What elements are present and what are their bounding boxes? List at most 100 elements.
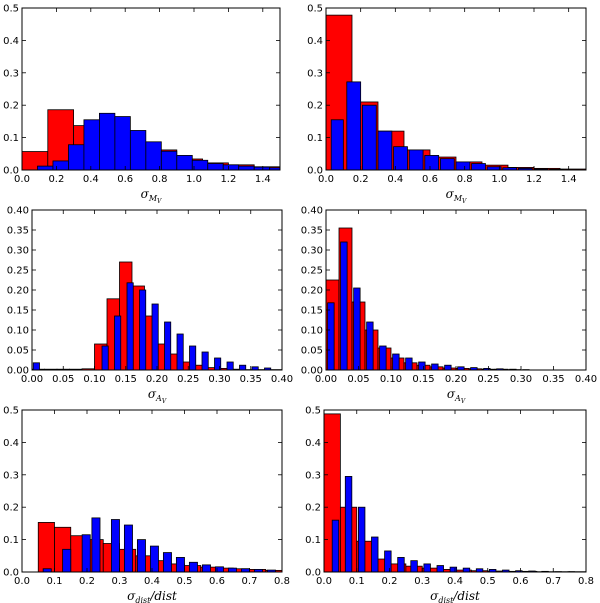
x-axis-label-base: σ	[141, 187, 150, 201]
bar-blue-5	[114, 116, 131, 171]
x-tick-label: 0.5	[177, 576, 193, 587]
bar-blue-2	[357, 506, 366, 573]
bar-blue-10	[462, 567, 471, 573]
bar-blue-3	[91, 517, 101, 573]
x-tick-label: 0.1	[349, 576, 365, 587]
y-tick-label: 0.10	[7, 326, 29, 337]
y-tick-label: 0.10	[301, 326, 323, 337]
bar-blue-5	[408, 149, 424, 171]
bar-blue-1	[340, 241, 348, 371]
y-tick-label: 0.3	[305, 470, 321, 481]
bar-blue-2	[361, 104, 377, 171]
y-tick-label: 0.0	[3, 568, 19, 579]
y-tick-label: 0.15	[301, 306, 323, 317]
x-tick-label: 0.0	[316, 576, 332, 587]
bar-blue-5	[123, 524, 133, 573]
x-axis-label-sub: M	[453, 194, 463, 203]
y-tick-label: 0.3	[3, 68, 19, 79]
x-tick-label: 0.0	[14, 174, 30, 185]
y-tick-label: 0.0	[307, 166, 323, 177]
bar-blue-2	[353, 287, 361, 371]
y-tick-label: 0.0	[305, 568, 321, 579]
x-tick-label: 0.10	[380, 374, 402, 385]
x-tick-label: 0.8	[578, 576, 594, 587]
y-tick-label: 0.4	[307, 36, 323, 47]
bar-blue-7	[149, 545, 159, 573]
x-axis-label: σMV	[446, 187, 467, 205]
x-tick-label: 0.4	[83, 174, 99, 185]
bar-blue-11	[226, 361, 234, 371]
panel-bottom-left: 0.0 0.1 0.2 0.3 0.4 0.5 0.6 0.7 0.8 0.0 0.1 0.2 0.3 0…	[3, 406, 290, 603]
x-axis-label-sub: A	[454, 394, 461, 403]
y-tick-label: 0.35	[301, 226, 323, 237]
x-tick-label: 0.3	[414, 576, 430, 587]
x-tick-label: 0.6	[117, 174, 133, 185]
y-tick-label: 0.20	[7, 286, 29, 297]
bar-blue-0	[37, 165, 54, 171]
x-tick-label: 0.30	[208, 374, 230, 385]
y-tick-label: 0.25	[301, 266, 323, 277]
x-axis-label-subsub: V	[461, 398, 466, 405]
y-tick-label: 0.3	[307, 68, 323, 79]
bar-blue-4	[139, 289, 147, 371]
x-axis-label: σdist/dist	[127, 589, 177, 603]
bar-blue-3	[377, 130, 393, 171]
bar-blue-4	[384, 550, 392, 573]
bar-blue-1	[346, 81, 362, 171]
bar-blue-8	[431, 363, 439, 371]
bar-blue-7	[145, 141, 162, 171]
panel-top-right: 0.0 0.2 0.4 0.6 0.8 1.0 1.2 1.4 0.0 0.1 0.2 0.3 0.4 0…	[307, 4, 587, 205]
x-tick-label: 0.4	[387, 174, 403, 185]
bar-blue-8	[436, 565, 444, 573]
x-tick-label: 1.4	[561, 174, 577, 185]
x-tick-label: 0.40	[271, 374, 293, 385]
x-axis-label-suffix: /dist	[452, 589, 480, 603]
bar-blue-7	[176, 333, 184, 371]
x-tick-label: 0.2	[353, 174, 369, 185]
x-tick-label: 0.3	[112, 576, 128, 587]
y-tick-label: 0.20	[301, 286, 323, 297]
y-tick-label: 0.5	[3, 4, 19, 15]
y-tick-label: 0.00	[301, 366, 323, 377]
y-tick-label: 0.0	[3, 166, 19, 177]
x-tick-label: 0.25	[477, 374, 499, 385]
y-tick-label: 0.05	[301, 346, 323, 357]
y-tick-label: 0.3	[3, 470, 19, 481]
bar-blue-6	[164, 321, 172, 371]
y-tick-label: 0.2	[3, 101, 19, 112]
x-tick-label: 0.15	[115, 374, 137, 385]
bar-blue-5	[397, 557, 405, 573]
bar-red-0	[37, 522, 55, 573]
y-tick-label: 0.1	[307, 133, 323, 144]
x-tick-label: 0.20	[146, 374, 168, 385]
bar-blue-12	[222, 164, 240, 171]
y-tick-label: 0.1	[305, 535, 321, 546]
x-tick-label: 0.7	[242, 576, 258, 587]
x-axis-label-sub: A	[155, 394, 162, 403]
bar-blue-2	[68, 144, 85, 171]
x-tick-label: 0.8	[274, 576, 290, 587]
bar-blue-0	[331, 519, 340, 573]
bar-blue-4	[110, 519, 120, 573]
bar-blue-6	[136, 539, 146, 573]
x-axis-label-sub: dist	[438, 596, 454, 603]
y-tick-label: 0.2	[307, 101, 323, 112]
bar-blue-7	[418, 361, 426, 371]
x-axis-label-sub: dist	[135, 596, 151, 603]
x-axis-label-suffix: /dist	[149, 589, 177, 603]
x-tick-label: 0.6	[513, 576, 529, 587]
x-tick-label: 0.8	[457, 174, 473, 185]
bar-blue-1	[344, 476, 353, 573]
bar-blue-13	[238, 165, 255, 171]
x-tick-label: 0.20	[445, 374, 467, 385]
bar-blue-9	[444, 364, 452, 371]
bar-blue-5	[151, 303, 159, 371]
x-axis-label: σMV	[141, 187, 162, 205]
bar-blue-6	[129, 130, 147, 171]
x-tick-label: 0.1	[47, 576, 63, 587]
y-tick-label: 0.35	[7, 226, 29, 237]
bar-blue-3	[126, 282, 134, 371]
x-tick-label: 0.5	[480, 576, 496, 587]
y-tick-label: 0.25	[7, 266, 29, 277]
bar-blue-0	[330, 119, 344, 171]
